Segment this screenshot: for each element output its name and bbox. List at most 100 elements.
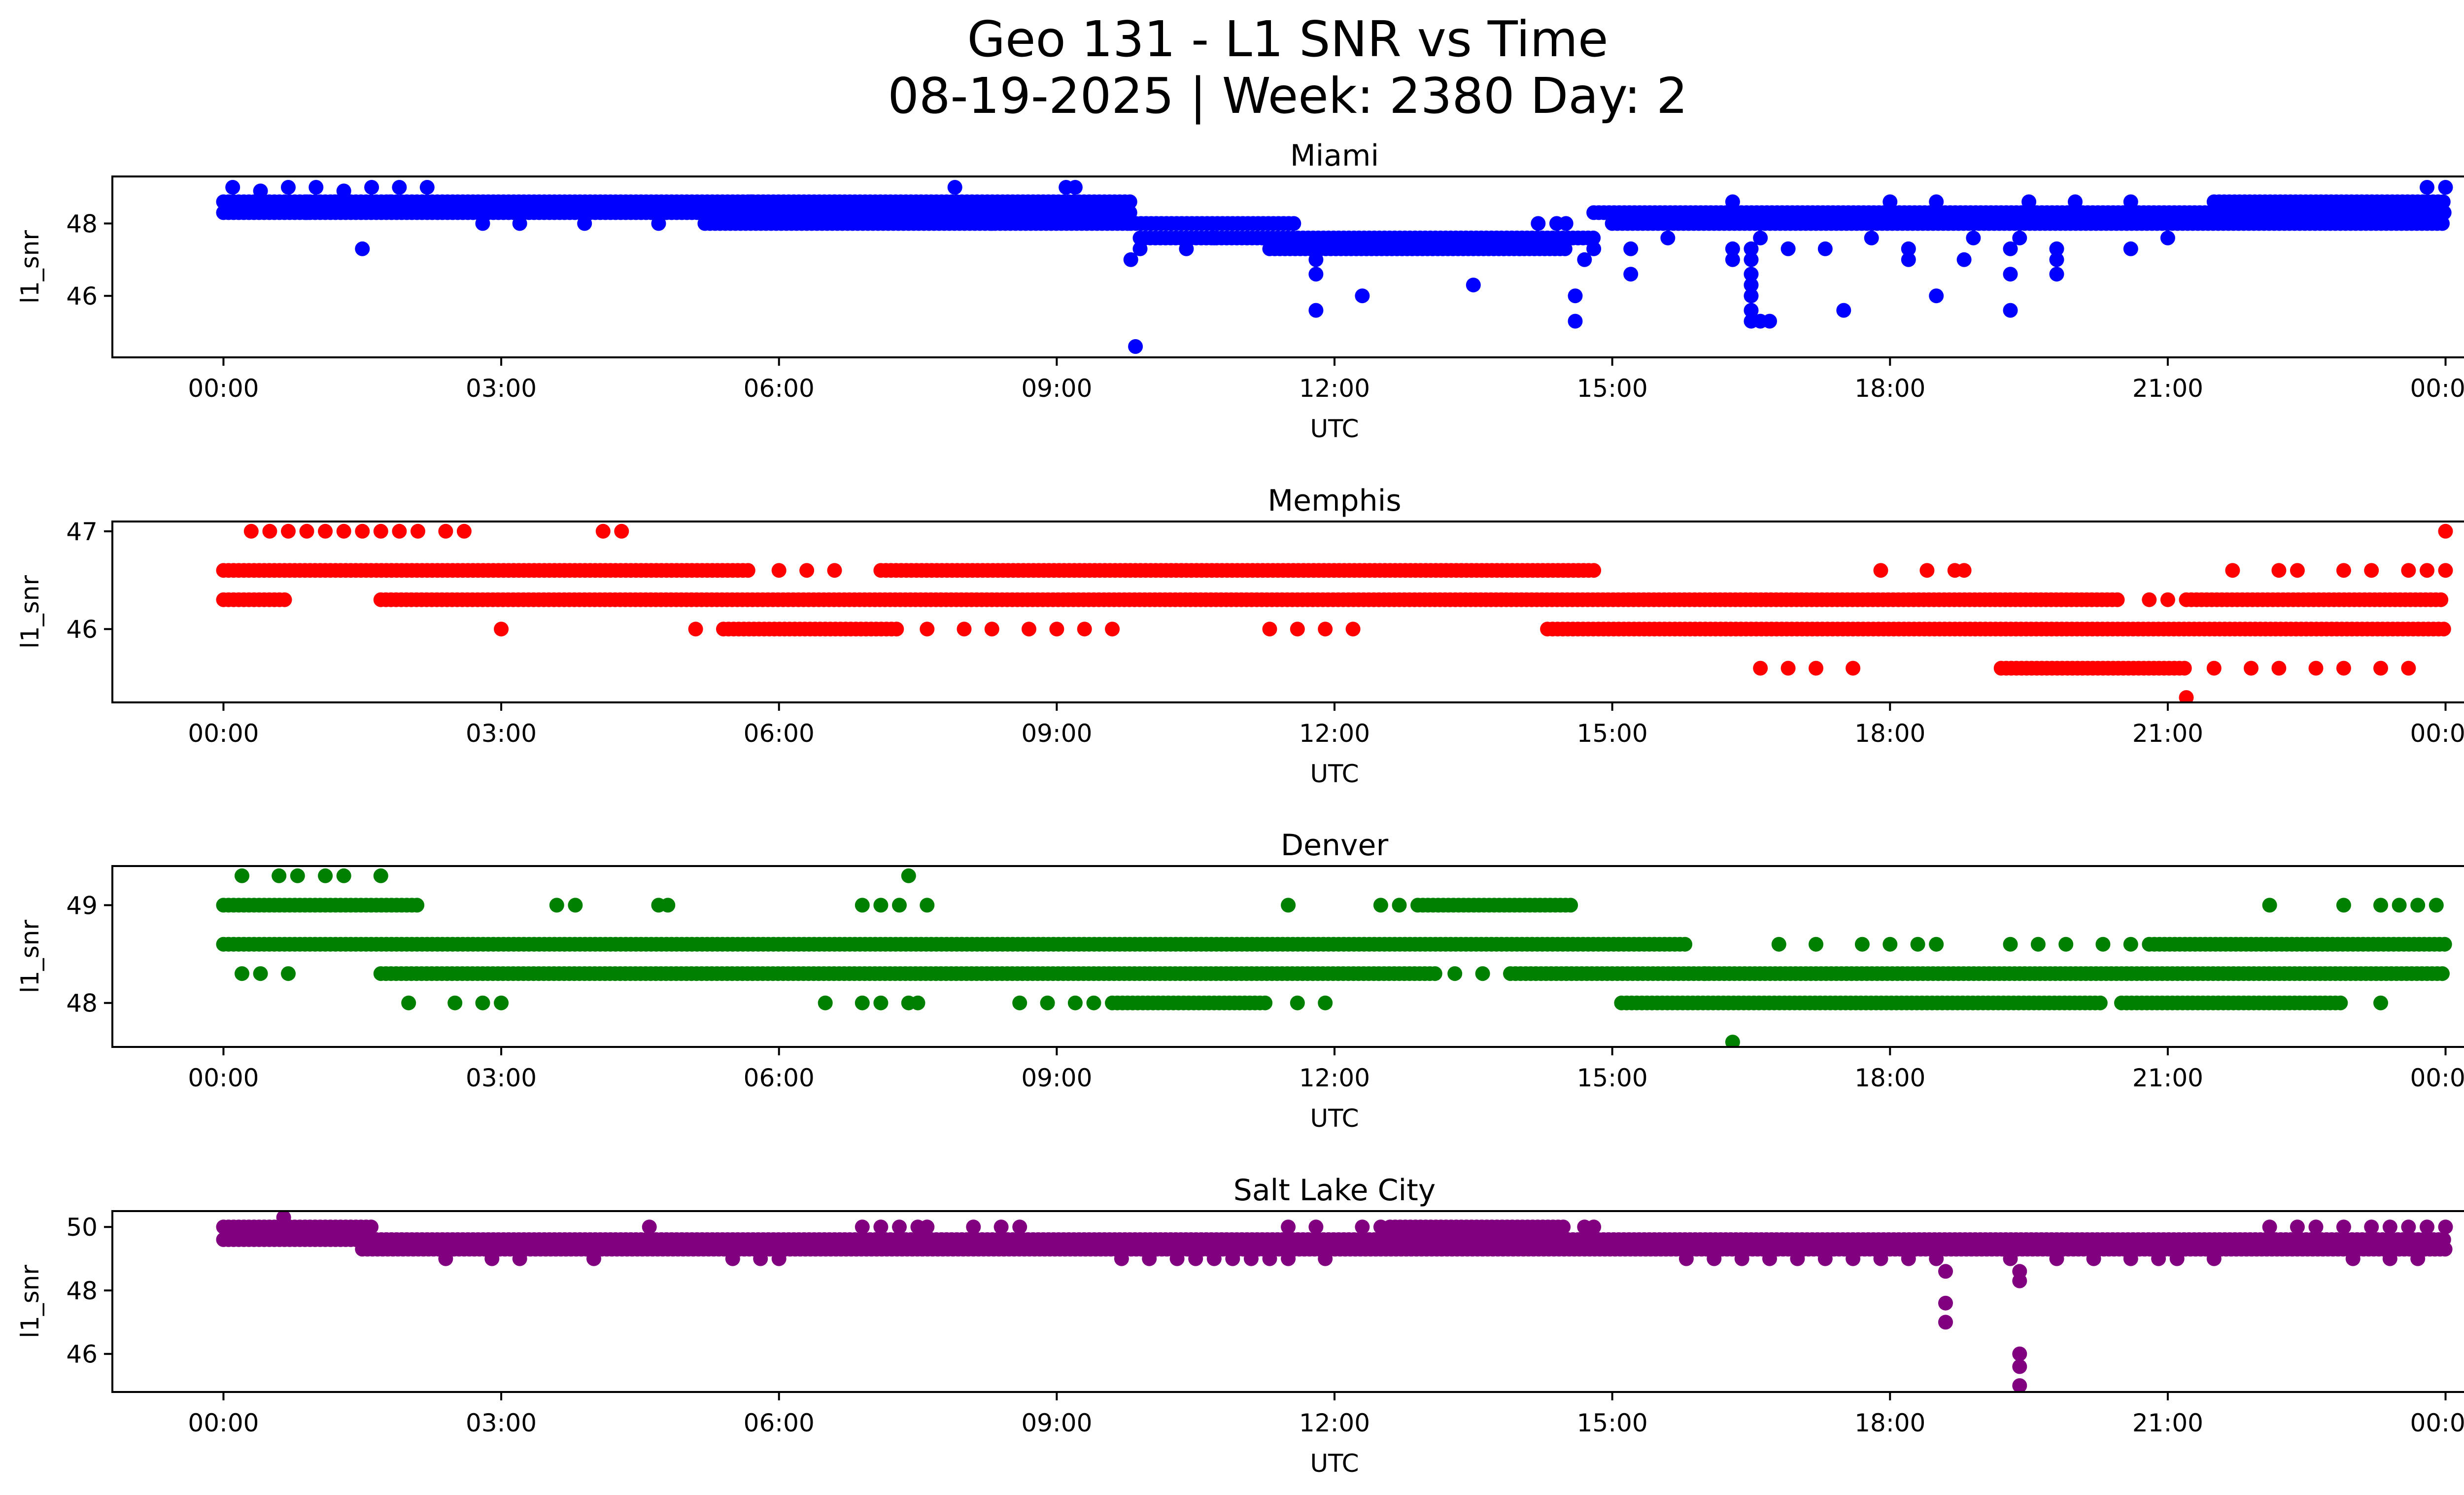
salt-lake-city-data-point [1169, 1251, 1185, 1266]
memphis-data-point [373, 523, 388, 539]
salt-lake-city-data-point [1817, 1251, 1833, 1266]
salt-lake-city-data-point [1901, 1251, 1916, 1266]
denver-points [216, 868, 2452, 1047]
miami-data-point [253, 183, 268, 199]
salt-lake-city-data-point [1114, 1251, 1129, 1266]
miami-data-point [1956, 252, 1972, 267]
miami-data-point [1744, 303, 1759, 318]
salt-lake-city-data-point [2123, 1251, 2138, 1266]
salt-lake-city-data-point [1262, 1251, 1277, 1266]
salt-lake-city-data-point [484, 1251, 500, 1266]
memphis-data-point [355, 523, 370, 539]
miami-y-axis-label: l1_snr [16, 230, 44, 304]
memphis-data-point [2179, 690, 2194, 702]
salt-lake-city-x-tick-label: 15:00 [1577, 1409, 1648, 1437]
miami-x-tick-label: 09:00 [1021, 374, 1092, 403]
memphis-x-tick-label: 06:00 [744, 719, 815, 748]
denver-data-point [475, 995, 490, 1010]
salt-lake-city-data-point [1790, 1251, 1805, 1266]
memphis-data-point [1873, 563, 1888, 578]
miami-data-point [1725, 194, 1740, 209]
miami-data-point [1067, 180, 1083, 195]
memphis-data-point [827, 563, 842, 578]
salt-lake-city-data-point [2012, 1378, 2027, 1392]
memphis-data-point [1318, 622, 1333, 637]
memphis-data-point [1809, 661, 1823, 676]
denver-data-point [1290, 995, 1305, 1010]
memphis-data-point [2160, 592, 2175, 607]
salt-lake-city-data-point [2364, 1219, 2379, 1235]
denver-x-tick-label: 18:00 [1854, 1064, 1925, 1092]
denver-y-axis-label: l1_snr [16, 920, 44, 993]
denver-data-point [2435, 966, 2450, 981]
denver-x-tick-label: 21:00 [2132, 1064, 2203, 1092]
salt-lake-city-data-point [2345, 1251, 2361, 1266]
salt-lake-city-data-point [2262, 1219, 2277, 1235]
denver-data-point [2262, 898, 2277, 913]
miami-data-point [1901, 241, 1916, 256]
memphis-data-point [1105, 622, 1120, 637]
miami-data-point [1966, 230, 1981, 245]
memphis-data-point [2225, 563, 2240, 578]
miami-data-point [2003, 267, 2018, 282]
miami-x-tick-label: 12:00 [1299, 374, 1370, 403]
figure-title-line-1: Geo 131 - L1 SNR vs Time [967, 10, 1608, 68]
salt-lake-city-data-point [1206, 1251, 1222, 1266]
memphis-data-point [920, 622, 935, 637]
denver-data-point [290, 868, 305, 883]
miami-data-point [1725, 252, 1740, 267]
memphis-data-point [281, 523, 296, 539]
salt-lake-city-data-point [1873, 1251, 1888, 1266]
salt-lake-city-data-point [1142, 1251, 1157, 1266]
salt-lake-city-panel-title: Salt Lake City [1233, 1173, 1436, 1208]
miami-data-point [2420, 180, 2434, 195]
memphis-data-point [2110, 592, 2125, 607]
denver-data-point [1067, 995, 1083, 1010]
miami-data-point [1308, 303, 1324, 318]
salt-lake-city-data-point [1938, 1315, 1953, 1330]
salt-lake-city-y-tick-label: 46 [66, 1340, 98, 1369]
denver-data-point [410, 898, 425, 913]
memphis-data-point [336, 523, 351, 539]
memphis-data-point [771, 563, 787, 578]
memphis-data-point [1290, 622, 1305, 637]
salt-lake-city-data-point [1938, 1295, 1953, 1311]
miami-data-point [1929, 288, 1944, 304]
salt-lake-city-data-point [2012, 1273, 2027, 1288]
memphis-x-tick-label: 18:00 [1854, 719, 1925, 748]
denver-y-tick-label: 48 [66, 989, 98, 1018]
miami-data-point [1864, 230, 1879, 245]
denver-data-point [2058, 937, 2074, 952]
memphis-x-tick-label: 15:00 [1577, 719, 1648, 748]
salt-lake-city-x-tick-label: 21:00 [2132, 1409, 2203, 1437]
salt-lake-city-points [216, 1211, 2453, 1392]
miami-data-point [651, 216, 666, 231]
denver-data-point [1427, 966, 1442, 981]
miami-data-point [2123, 241, 2138, 256]
salt-lake-city-data-point [1556, 1219, 1571, 1235]
memphis-data-point [2336, 661, 2351, 676]
memphis-data-point [688, 622, 703, 637]
miami-data-point [1836, 303, 1851, 318]
miami-data-point [1466, 278, 1481, 293]
salt-lake-city-data-point [586, 1251, 601, 1266]
memphis-points [216, 523, 2453, 702]
miami-data-point [1531, 216, 1546, 231]
denver-data-point [873, 898, 889, 913]
miami-y-tick-label: 48 [66, 209, 98, 238]
denver-x-tick-label: 06:00 [744, 1064, 815, 1092]
denver-data-point [2092, 995, 2108, 1010]
salt-lake-city-data-point [2086, 1251, 2101, 1266]
memphis-data-point [2438, 523, 2453, 539]
salt-lake-city-data-point [1762, 1251, 1777, 1266]
miami-data-point [1549, 216, 1564, 231]
denver-data-point [318, 868, 333, 883]
miami-data-point [1557, 241, 1573, 256]
memphis-y-tick-label: 46 [66, 615, 98, 644]
memphis-x-axis-label: UTC [1310, 760, 1359, 788]
memphis-data-point [1022, 622, 1036, 637]
memphis-data-point [318, 523, 333, 539]
miami-data-point [225, 180, 240, 195]
memphis-data-point [2373, 661, 2388, 676]
